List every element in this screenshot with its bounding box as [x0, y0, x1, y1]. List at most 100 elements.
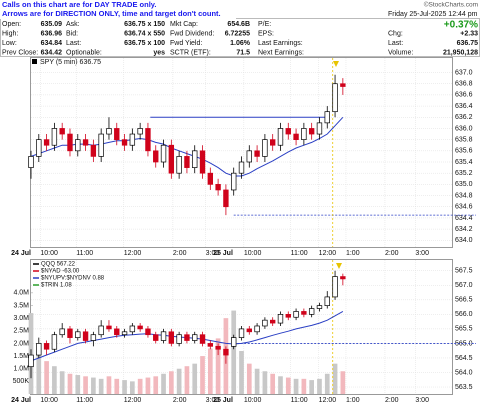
candle-body — [82, 139, 89, 146]
y-tick-label: 635.4 — [455, 159, 473, 166]
volume-bar — [98, 378, 104, 394]
candle-body — [277, 128, 284, 146]
candle-body — [254, 150, 260, 157]
candle-body — [28, 354, 34, 368]
quote-value: 635.09 — [41, 21, 63, 28]
candle-body — [67, 133, 73, 152]
candle-body — [129, 325, 136, 333]
candle-body — [184, 334, 190, 341]
candle-body — [192, 334, 198, 341]
candle-body — [75, 139, 81, 152]
candle-body — [238, 161, 245, 174]
candle-body — [301, 311, 307, 315]
candle-body — [137, 128, 143, 135]
quote-label: Bid: — [66, 30, 78, 37]
candle-body — [168, 331, 175, 344]
legend-label: $NYUPV:$NYDNV 0.88 — [41, 276, 105, 282]
candle-body — [160, 144, 167, 163]
candle-body — [121, 139, 128, 146]
candle-body — [59, 128, 65, 135]
quote-label: Ask: — [66, 21, 80, 28]
candle-body — [215, 345, 221, 350]
candle-body — [207, 343, 214, 347]
volume-bar — [285, 377, 291, 394]
candle-body — [137, 325, 143, 330]
candle-body — [184, 156, 190, 168]
candle-body — [192, 150, 198, 168]
x-tick-label: 10:00 — [244, 397, 262, 404]
candle-body — [269, 139, 276, 146]
y-tick-label: 636.8 — [455, 81, 473, 88]
volume-bar — [192, 363, 198, 394]
volume-bar — [153, 376, 159, 394]
quote-label: Last Earnings: — [258, 40, 303, 47]
quote-value: 71.5 — [236, 49, 250, 56]
quote-label: Volume: — [388, 49, 413, 56]
candle-body — [231, 172, 237, 191]
x-tick-label: 3:00 — [206, 250, 220, 257]
volume-bar — [44, 361, 49, 394]
quote-label: EPS: — [258, 30, 274, 37]
candle-body — [308, 308, 315, 315]
candle-body — [145, 328, 151, 336]
x-tick-label: 12:00 — [124, 250, 142, 257]
volume-tick-label: 4.0M — [13, 290, 29, 297]
quote-label: SCTR (ETF): — [170, 49, 211, 56]
x-tick-label: 2:00 — [173, 397, 187, 404]
volume-tick-label: 1.5M — [13, 353, 29, 360]
volume-bar — [36, 348, 42, 394]
volume-bar — [231, 310, 237, 394]
candle-body — [316, 122, 323, 135]
y-tick-label: 635.8 — [455, 136, 473, 143]
candle-body — [51, 128, 58, 146]
quote-label: P/E: — [258, 21, 271, 28]
change-percent: +0.37% — [444, 20, 478, 31]
legend-label: $NYAD -63.00 — [41, 269, 80, 275]
x-tick-label: 25 Jul — [213, 250, 233, 257]
volume-bar — [168, 371, 174, 394]
x-tick-label: 10:00 — [40, 250, 58, 257]
candle-body — [114, 328, 120, 336]
volume-bar — [59, 371, 65, 394]
quote-value: 636.75 x 150 — [124, 21, 165, 28]
x-tick-label: 11:00 — [76, 250, 93, 257]
y-tick-label: 564.0 — [455, 369, 473, 376]
y-tick-label: 567.5 — [455, 268, 473, 275]
volume-bar — [215, 338, 221, 394]
x-tick-label: 3:00 — [415, 250, 429, 257]
candle-body — [332, 276, 338, 298]
quote-label: Optionable: — [66, 49, 102, 56]
candle-body — [67, 328, 73, 338]
y-tick-label: 635.6 — [455, 148, 473, 155]
candle-body — [43, 343, 50, 350]
y-tick-label: 635.0 — [455, 181, 473, 188]
candle-body — [324, 296, 330, 306]
y-tick-label: 634.2 — [455, 226, 473, 233]
x-tick-label: 2:00 — [385, 250, 399, 257]
candle-body — [36, 139, 42, 157]
volume-bar — [122, 380, 127, 394]
notice-line: Calls on this chart are for DAY TRADE on… — [2, 0, 156, 9]
quote-label: Prev Close: — [2, 49, 38, 56]
candle-body — [176, 334, 182, 344]
volume-bar — [200, 356, 205, 394]
x-tick-label: 11:00 — [291, 397, 308, 404]
volume-bar — [130, 381, 135, 394]
volume-bar — [270, 373, 276, 394]
candle-body — [324, 111, 330, 124]
quote-value: 634.42 — [41, 49, 63, 56]
candle-body — [90, 144, 97, 157]
candle-body — [59, 328, 65, 336]
volume-bar — [91, 377, 96, 394]
candle-body — [199, 334, 206, 344]
candle-body — [246, 150, 252, 163]
candle-body — [153, 150, 159, 163]
x-tick-label: 25 Jul — [213, 397, 233, 404]
notice-line: Arrows are for DIRECTION ONLY, time and … — [2, 9, 221, 18]
x-tick-label: 12:00 — [319, 250, 337, 257]
arrow — [333, 61, 339, 67]
candle-body — [114, 128, 120, 140]
candle-body — [90, 334, 97, 341]
quote-label: Mkt Cap: — [170, 21, 198, 28]
